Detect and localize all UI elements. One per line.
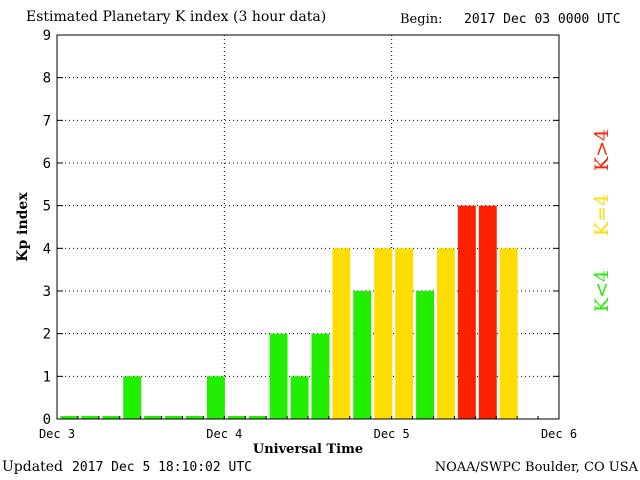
- updated-timestamp: 2017 Dec 5 18:10:02 UTC: [72, 460, 253, 475]
- y-tick-label: 4: [43, 241, 51, 257]
- kp-bar: [353, 291, 372, 419]
- y-tick-label: 3: [43, 284, 51, 300]
- x-tick-label: Dec 4: [206, 427, 242, 441]
- y-tick-label: 2: [43, 327, 51, 343]
- y-tick-label: 7: [43, 113, 51, 129]
- kp-bar: [81, 416, 100, 419]
- legend: K>4 K=4 K<4: [591, 129, 613, 312]
- chart-title: Estimated Planetary K index (3 hour data…: [26, 9, 327, 25]
- kp-bar: [332, 248, 351, 419]
- x-axis-label: Universal Time: [253, 442, 363, 457]
- legend-label: K<4: [591, 270, 613, 312]
- kp-bar: [269, 333, 288, 419]
- y-tick-label: 9: [43, 28, 51, 44]
- y-tick-label: 5: [43, 199, 51, 215]
- kp-bar: [374, 248, 393, 419]
- y-axis-ticks: 0 1 2 3 4 5 6 7 8 9: [43, 28, 559, 428]
- x-axis-ticks: Dec 3 Dec 4 Dec 5 Dec 6: [39, 416, 577, 441]
- credit-line: NOAA/SWPC Boulder, CO USA: [434, 460, 638, 475]
- updated-label: Updated: [2, 459, 63, 475]
- legend-label: K=4: [591, 194, 613, 236]
- kp-bar: [395, 248, 414, 419]
- kp-bar: [248, 416, 267, 419]
- kp-bar: [165, 416, 183, 419]
- begin-label: Begin:: [400, 12, 443, 27]
- legend-label: K>4: [591, 129, 613, 171]
- y-tick-label: 6: [43, 156, 51, 172]
- kp-bar: [186, 416, 204, 419]
- kp-bar: [144, 416, 163, 419]
- kp-bar: [437, 248, 455, 419]
- bar-group: [60, 205, 518, 419]
- begin-value: 2017 Dec 03 0000 UTC: [464, 12, 621, 27]
- kp-bar: [60, 416, 79, 419]
- x-tick-label: Dec 5: [374, 427, 410, 441]
- kp-bar: [227, 416, 246, 419]
- kp-bar: [499, 248, 518, 419]
- x-tick-label: Dec 3: [39, 427, 75, 441]
- kp-bar: [457, 205, 476, 419]
- kp-bar: [123, 376, 142, 419]
- y-axis-label: Kp index: [15, 192, 31, 262]
- y-tick-label: 0: [43, 412, 51, 428]
- y-tick-label: 8: [43, 71, 51, 87]
- kp-bar: [206, 376, 225, 419]
- kp-bar: [416, 291, 434, 419]
- kp-bar: [102, 416, 121, 419]
- x-tick-label: Dec 6: [541, 427, 577, 441]
- y-tick-label: 1: [43, 369, 51, 385]
- kp-bar: [290, 376, 309, 419]
- kp-bar: [478, 205, 497, 419]
- kp-bar: [311, 333, 330, 419]
